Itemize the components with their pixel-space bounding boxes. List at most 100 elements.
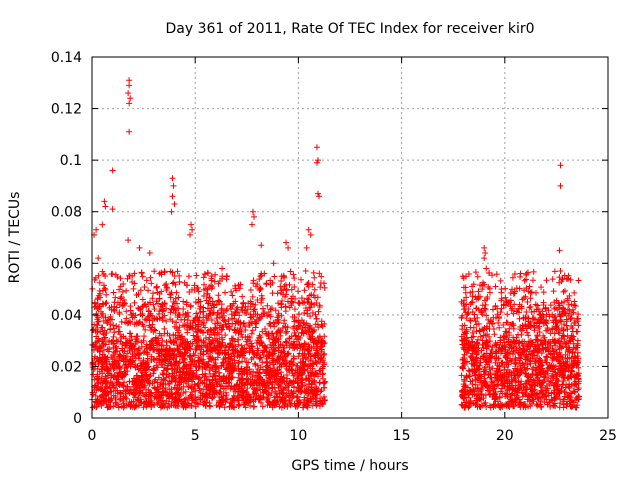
data-point [277, 341, 284, 348]
data-point [257, 334, 264, 341]
data-point [146, 389, 153, 396]
data-point [197, 389, 204, 396]
data-point [299, 355, 306, 362]
data-point [185, 374, 192, 381]
data-point [196, 385, 203, 392]
data-point [251, 378, 258, 385]
data-point [222, 289, 229, 296]
data-point [291, 400, 298, 407]
data-point [126, 330, 133, 337]
data-point [151, 315, 158, 322]
data-point [111, 329, 118, 336]
data-point [206, 341, 213, 348]
data-point [311, 286, 318, 293]
x-tick-label: 5 [191, 428, 200, 444]
data-point [547, 302, 554, 309]
data-point [237, 281, 244, 288]
data-point [280, 357, 287, 364]
data-point [180, 359, 187, 366]
data-point [317, 284, 324, 291]
data-point [247, 287, 254, 294]
data-point [104, 367, 111, 374]
data-point [274, 370, 281, 377]
data-point [256, 395, 263, 402]
data-point [233, 382, 240, 389]
data-point [199, 392, 206, 399]
data-point [238, 394, 245, 401]
data-point [295, 317, 302, 324]
data-point [164, 366, 171, 373]
data-point [170, 279, 177, 286]
data-point [209, 365, 216, 372]
data-point [251, 385, 258, 392]
data-point [100, 282, 107, 289]
data-point [249, 208, 256, 215]
data-point [174, 314, 181, 321]
data-point [125, 319, 132, 326]
data-point [231, 366, 238, 373]
data-point [534, 402, 541, 409]
data-point [205, 350, 212, 357]
data-point [232, 282, 239, 289]
data-point [172, 310, 179, 317]
x-tick-label: 25 [599, 428, 617, 444]
data-point [206, 294, 213, 301]
data-point [149, 380, 156, 387]
data-point [95, 255, 102, 262]
data-point [188, 221, 195, 228]
data-point [458, 372, 465, 379]
data-point [483, 265, 490, 272]
data-point [273, 390, 280, 397]
data-point [241, 346, 248, 353]
data-point [283, 390, 290, 397]
data-point [100, 379, 107, 386]
data-point [212, 376, 219, 383]
data-point [110, 333, 117, 340]
data-point [179, 374, 186, 381]
data-point [246, 371, 253, 378]
data-point [257, 273, 264, 280]
data-point [131, 391, 138, 398]
data-point [205, 300, 212, 307]
data-point [116, 310, 123, 317]
data-point [209, 284, 216, 291]
y-tick-label: 0.04 [51, 308, 82, 324]
data-point [274, 314, 281, 321]
data-point [314, 334, 321, 341]
data-point [315, 308, 322, 315]
data-point [108, 388, 115, 395]
data-point [270, 260, 277, 267]
data-point [94, 329, 101, 336]
data-point [271, 340, 278, 347]
data-point [123, 315, 130, 322]
data-point [239, 358, 246, 365]
data-point [116, 328, 123, 335]
data-point [282, 360, 289, 367]
data-point [196, 375, 203, 382]
data-point [288, 333, 295, 340]
data-point [233, 287, 240, 294]
data-point [492, 283, 499, 290]
data-point [314, 373, 321, 380]
data-point [257, 285, 264, 292]
data-point [316, 367, 323, 374]
data-point [187, 231, 194, 238]
data-point [536, 329, 543, 336]
data-point [218, 327, 225, 334]
data-point [278, 287, 285, 294]
data-point [111, 299, 118, 306]
data-point [167, 291, 174, 298]
data-point [540, 289, 547, 296]
data-point [143, 277, 150, 284]
data-point [199, 371, 206, 378]
data-point [271, 273, 278, 280]
data-point [148, 353, 155, 360]
data-point [247, 394, 254, 401]
data-point [253, 316, 260, 323]
data-point [175, 327, 182, 334]
data-point [197, 309, 204, 316]
data-point [194, 343, 201, 350]
data-point [516, 315, 523, 322]
data-point [169, 193, 176, 200]
data-point [188, 395, 195, 402]
